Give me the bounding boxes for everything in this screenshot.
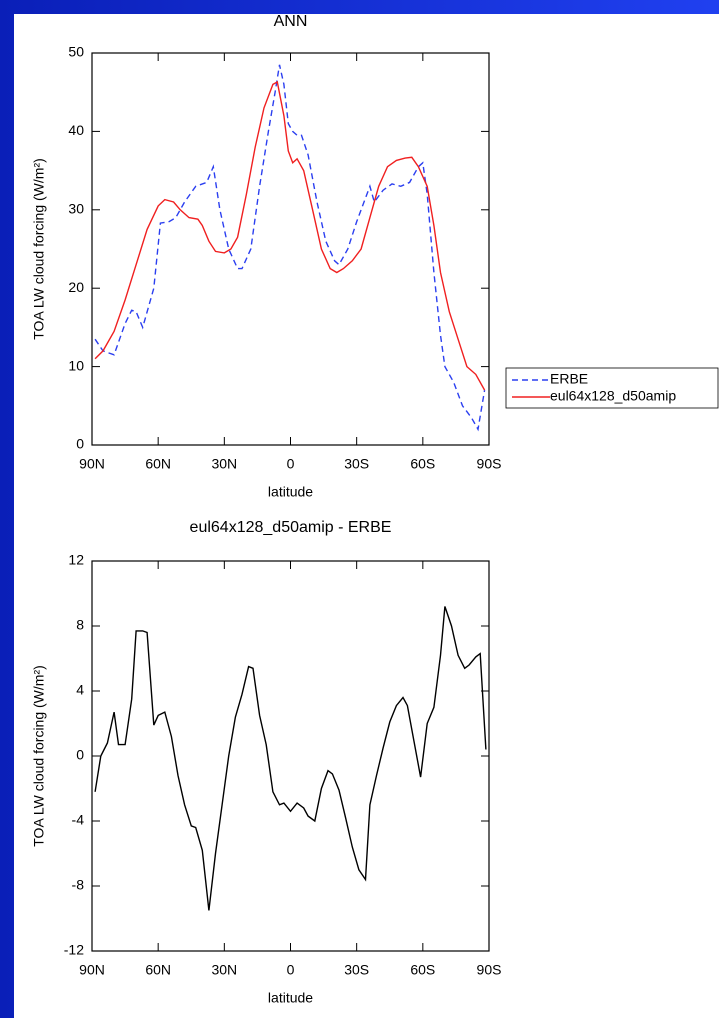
y-tick-label: 4 — [76, 682, 84, 698]
chart-title: eul64x128_d50amip - ERBE — [190, 519, 392, 536]
y-tick-label: 50 — [68, 44, 84, 60]
x-tick-label: 30S — [344, 456, 369, 472]
series-line — [94, 606, 487, 911]
x-tick-label: 60N — [145, 456, 171, 472]
series-line — [94, 64, 486, 432]
y-tick-label: 0 — [76, 436, 84, 452]
x-tick-label: 30S — [344, 962, 369, 978]
y-tick-label: 10 — [68, 357, 84, 373]
x-tick-label: 60S — [410, 456, 435, 472]
x-tick-label: 90N — [79, 456, 105, 472]
y-axis-label: TOA LW cloud forcing (W/m²) — [31, 665, 47, 847]
y-tick-label: 20 — [68, 279, 84, 295]
x-tick-label: 0 — [287, 962, 295, 978]
legend-label: eul64x128_d50amip — [550, 388, 676, 404]
x-tick-label: 30N — [211, 962, 237, 978]
x-tick-label: 90N — [79, 962, 105, 978]
plot-frame — [91, 560, 490, 952]
y-tick-label: 0 — [76, 747, 84, 763]
legend-label: ERBE — [550, 371, 588, 387]
y-axis-label: TOA LW cloud forcing (W/m²) — [31, 158, 47, 340]
x-tick-label: 0 — [287, 456, 295, 472]
x-axis-label: latitude — [268, 990, 313, 1006]
x-tick-label: 90S — [477, 962, 502, 978]
plot-frame — [91, 52, 490, 446]
series-line — [94, 80, 486, 391]
x-tick-label: 60N — [145, 962, 171, 978]
y-tick-label: 8 — [76, 617, 84, 633]
x-axis-label: latitude — [268, 484, 313, 500]
chart-title: ANN — [274, 13, 308, 30]
y-tick-label: 30 — [68, 201, 84, 217]
y-tick-label: -12 — [64, 942, 84, 958]
x-tick-label: 30N — [211, 456, 237, 472]
x-tick-label: 90S — [477, 456, 502, 472]
y-tick-label: 40 — [68, 122, 84, 138]
y-tick-label: -8 — [72, 877, 85, 893]
y-tick-label: 12 — [68, 552, 84, 568]
y-tick-label: -4 — [72, 812, 85, 828]
legend-box — [505, 367, 719, 409]
x-tick-label: 60S — [410, 962, 435, 978]
